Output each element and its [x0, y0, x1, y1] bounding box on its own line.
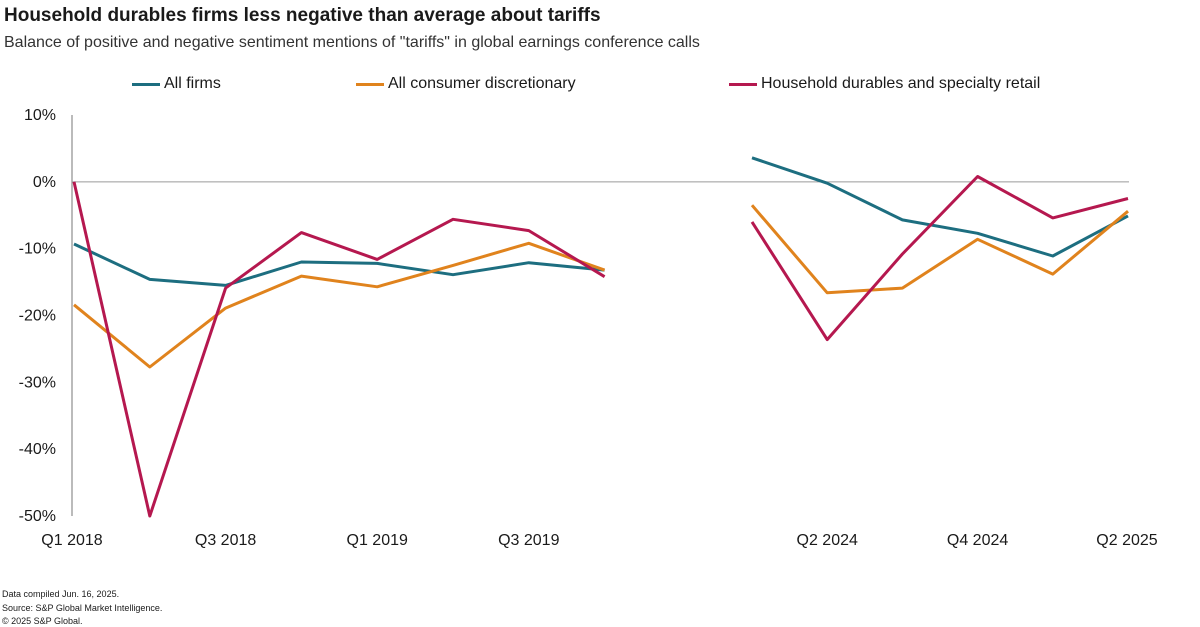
legend-label-all-firms: All firms — [164, 75, 221, 92]
legend-swatch-all-firms — [132, 82, 160, 86]
footer-copyright: © 2025 S&P Global. — [2, 616, 83, 626]
x-tick-label: Q1 2018 — [41, 532, 102, 549]
legend-item-all-consumer-discretionary: All consumer discretionary — [356, 73, 576, 95]
series-line-0-segment-1 — [751, 156, 1129, 258]
series-line-0-segment-0 — [73, 242, 605, 287]
x-tick-label: Q3 2018 — [195, 532, 256, 549]
y-tick-label: -20% — [19, 308, 56, 325]
x-tick-label: Q4 2024 — [947, 532, 1008, 549]
y-tick-label: -40% — [19, 441, 56, 458]
footer-compiled: Data compiled Jun. 16, 2025. — [2, 589, 120, 599]
legend-swatch-all-consumer-discretionary — [356, 82, 384, 86]
y-tick-label: 10% — [24, 107, 56, 124]
legend-item-household-durables: Household durables and specialty retail — [729, 73, 1040, 95]
x-tick-label: Q1 2019 — [347, 532, 408, 549]
series-line-2-segment-0 — [72, 181, 606, 518]
x-tick-label: Q2 2025 — [1096, 532, 1157, 549]
y-tick-label: -50% — [19, 508, 56, 525]
series-line-1-segment-0 — [73, 241, 606, 369]
footer-source: Source: S&P Global Market Intelligence. — [2, 603, 163, 613]
legend-swatch-household-durables — [729, 82, 757, 86]
x-tick-label: Q2 2024 — [797, 532, 858, 549]
series-line-1-segment-1 — [750, 204, 1129, 295]
legend-label-all-consumer-discretionary: All consumer discretionary — [388, 75, 576, 92]
series-line-2-segment-1 — [750, 175, 1129, 342]
chart-title: Household durables firms less negative t… — [4, 5, 601, 26]
legend-item-all-firms: All firms — [132, 73, 221, 95]
x-tick-label: Q3 2019 — [498, 532, 559, 549]
y-tick-label: -30% — [19, 374, 56, 391]
y-tick-label: -10% — [19, 241, 56, 258]
legend-label-household-durables: Household durables and specialty retail — [761, 75, 1041, 92]
y-tick-label: 0% — [33, 174, 56, 191]
chart-subtitle: Balance of positive and negative sentime… — [4, 34, 700, 51]
